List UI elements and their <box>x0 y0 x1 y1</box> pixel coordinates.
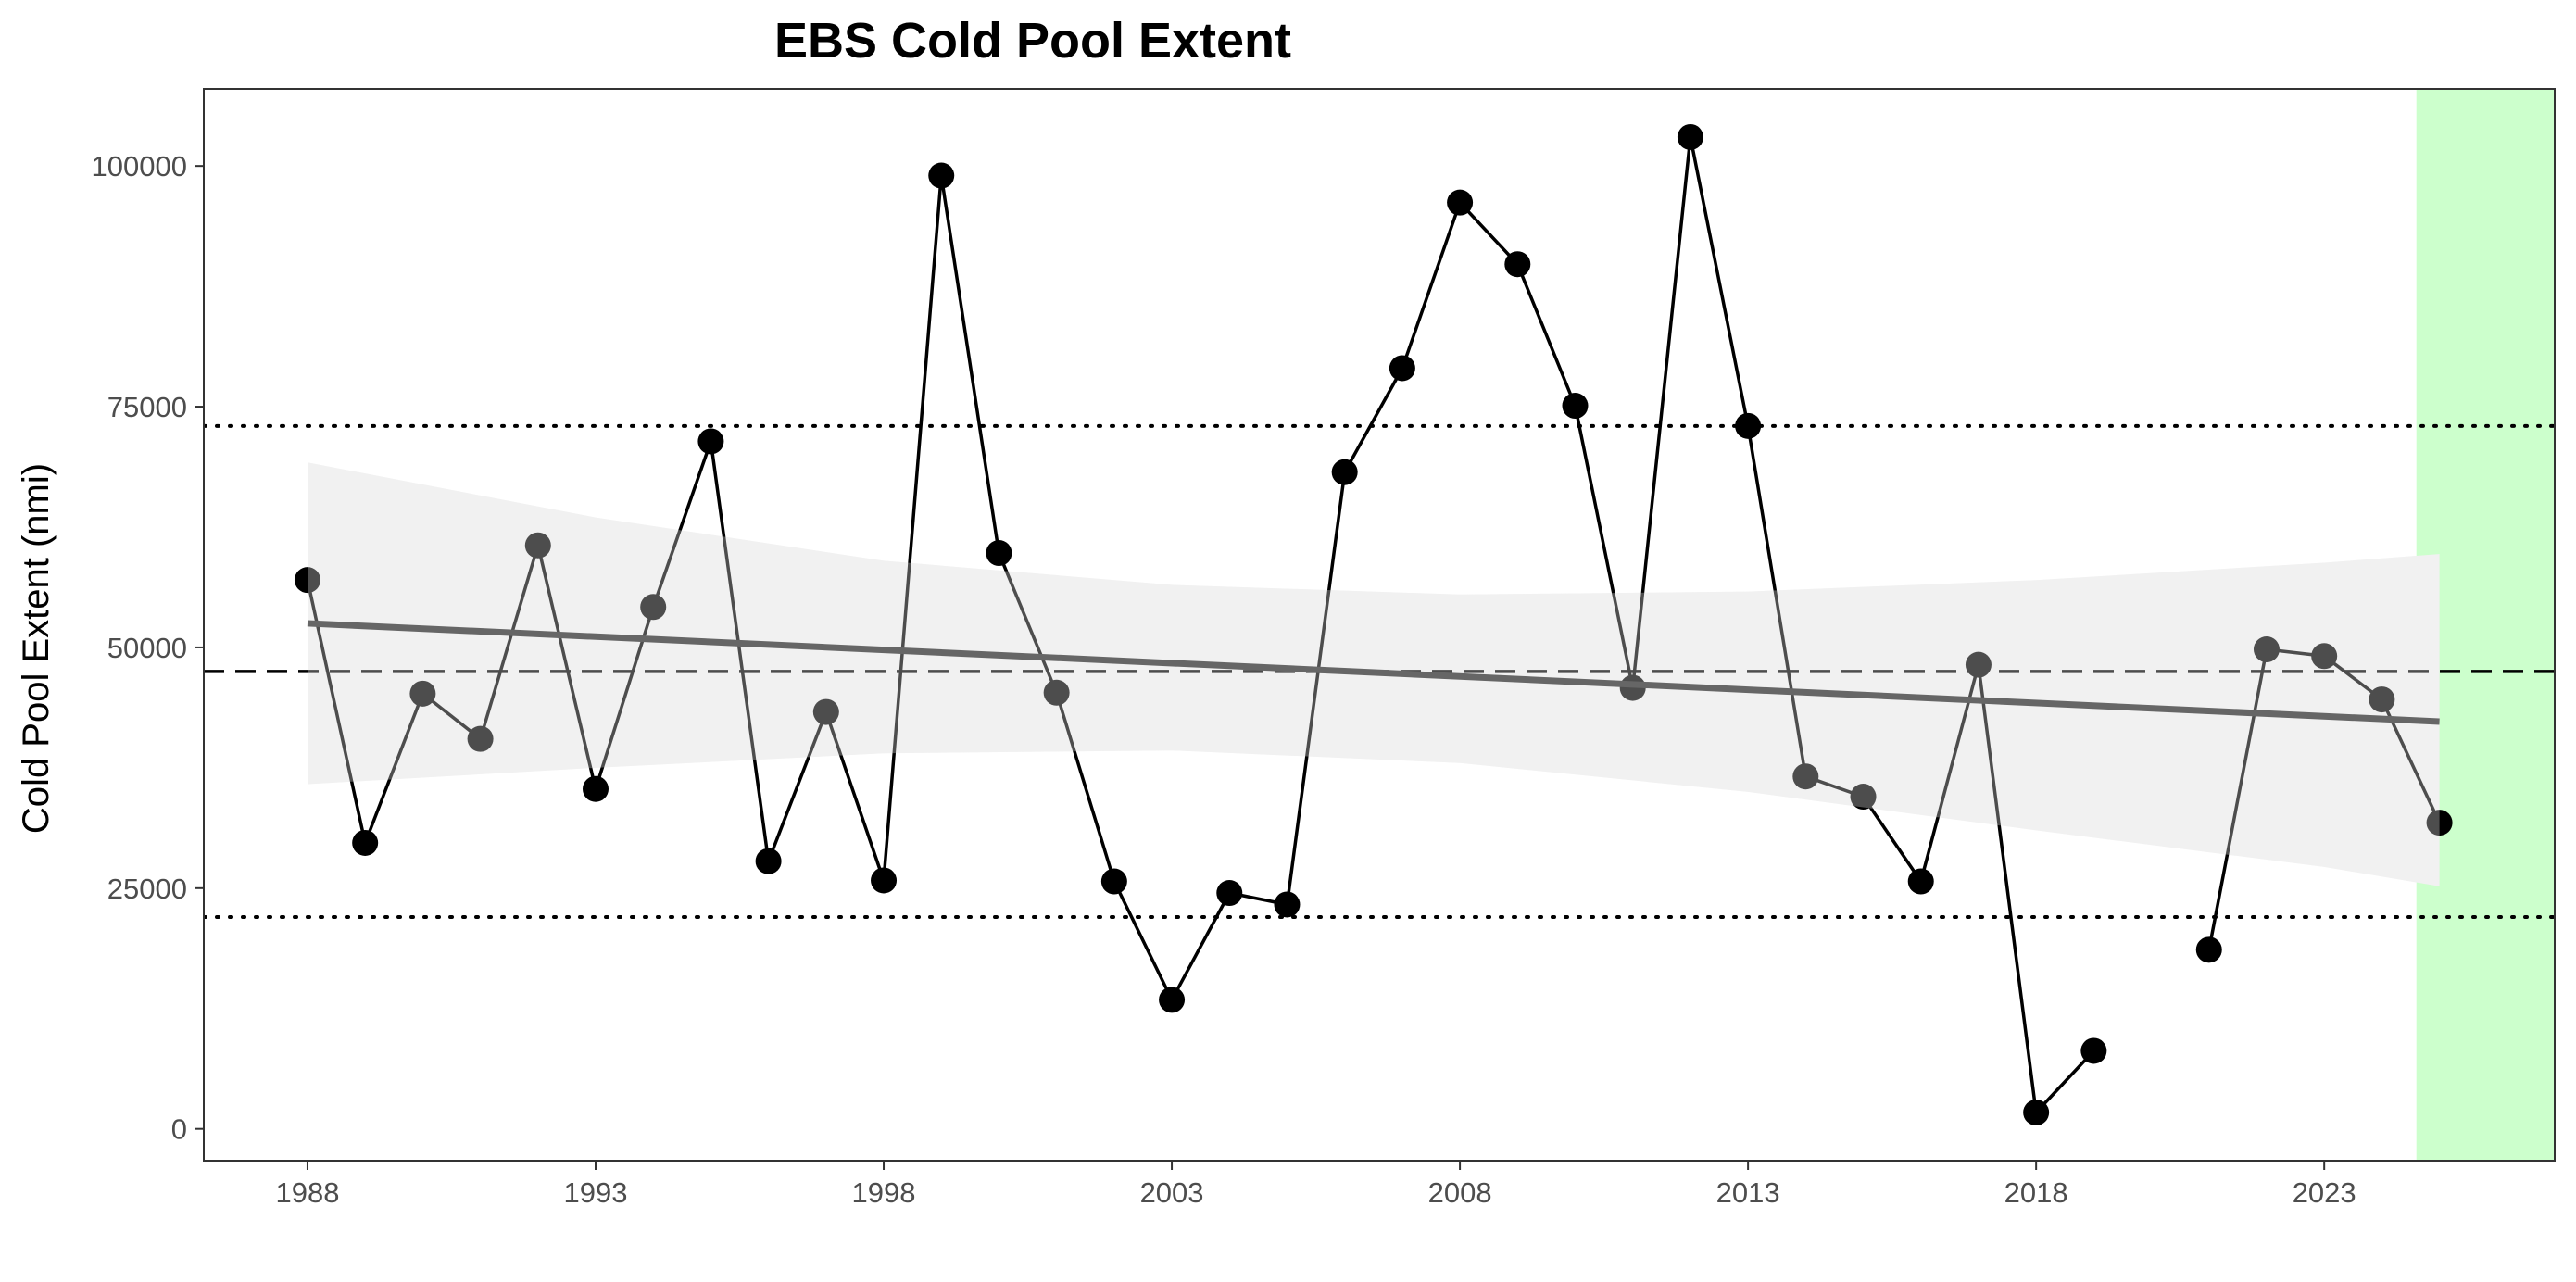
data-point-1994 <box>640 594 667 621</box>
data-point-2016 <box>1907 868 1934 895</box>
data-point-2010 <box>1562 393 1589 420</box>
data-point-2003 <box>1159 987 1186 1013</box>
data-point-2017 <box>1965 651 1992 678</box>
trend-line <box>307 620 2440 725</box>
x-tick-label-2013: 2013 <box>1716 1176 1780 1209</box>
data-point-2018 <box>2023 1100 2050 1126</box>
y-tick-label-100000: 100000 <box>92 150 187 182</box>
x-tick-label-2018: 2018 <box>2004 1176 2068 1209</box>
panel-border <box>203 88 2556 1162</box>
data-point-2007 <box>1389 355 1415 382</box>
y-tick-label-25000: 25000 <box>107 873 187 905</box>
data-point-2004 <box>1216 880 1243 907</box>
data-point-2015 <box>1850 784 1877 811</box>
data-point-2019 <box>2080 1037 2107 1064</box>
data-point-2005 <box>1274 891 1301 918</box>
data-point-1993 <box>583 775 609 802</box>
data-point-2009 <box>1504 251 1531 278</box>
data-point-2023 <box>2311 643 2338 670</box>
data-point-1995 <box>697 428 724 455</box>
series-line-segment-1 <box>306 135 2095 1114</box>
y-tick-label-50000: 50000 <box>107 632 187 664</box>
x-tick-label-1998: 1998 <box>852 1176 916 1209</box>
data-point-1991 <box>467 725 494 752</box>
x-tick-label-2023: 2023 <box>2293 1176 2356 1209</box>
data-point-1999 <box>928 162 955 189</box>
data-point-2021 <box>2195 936 2222 963</box>
data-point-1992 <box>524 532 551 559</box>
y-tick-label-0: 0 <box>171 1113 187 1146</box>
data-point-2006 <box>1331 459 1358 485</box>
data-point-2012 <box>1677 123 1703 150</box>
data-point-1996 <box>755 848 782 874</box>
x-tick-label-2003: 2003 <box>1140 1176 1204 1209</box>
y-tick-label-75000: 75000 <box>107 391 187 423</box>
data-point-1989 <box>352 829 379 856</box>
data-point-2022 <box>2253 636 2280 663</box>
chart-title: EBS Cold Pool Extent <box>774 13 1291 69</box>
y-axis-title: Cold Pool Extent (nmi) <box>16 463 57 834</box>
data-point-2002 <box>1100 868 1127 895</box>
x-tick-label-1993: 1993 <box>564 1176 628 1209</box>
data-point-2000 <box>986 540 1012 567</box>
data-point-2025 <box>2426 810 2453 836</box>
data-point-1998 <box>871 867 898 894</box>
data-point-2008 <box>1447 189 1474 216</box>
plot-area <box>204 89 2555 1161</box>
data-point-1990 <box>409 680 436 707</box>
x-tick-label-2008: 2008 <box>1428 1176 1492 1209</box>
data-point-2024 <box>2369 686 2395 713</box>
data-point-2001 <box>1043 679 1070 706</box>
data-point-1997 <box>812 698 839 725</box>
data-point-2014 <box>1792 763 1819 790</box>
data-point-1988 <box>294 567 320 594</box>
data-point-2013 <box>1735 412 1762 439</box>
x-tick-label-1988: 1988 <box>275 1176 339 1209</box>
